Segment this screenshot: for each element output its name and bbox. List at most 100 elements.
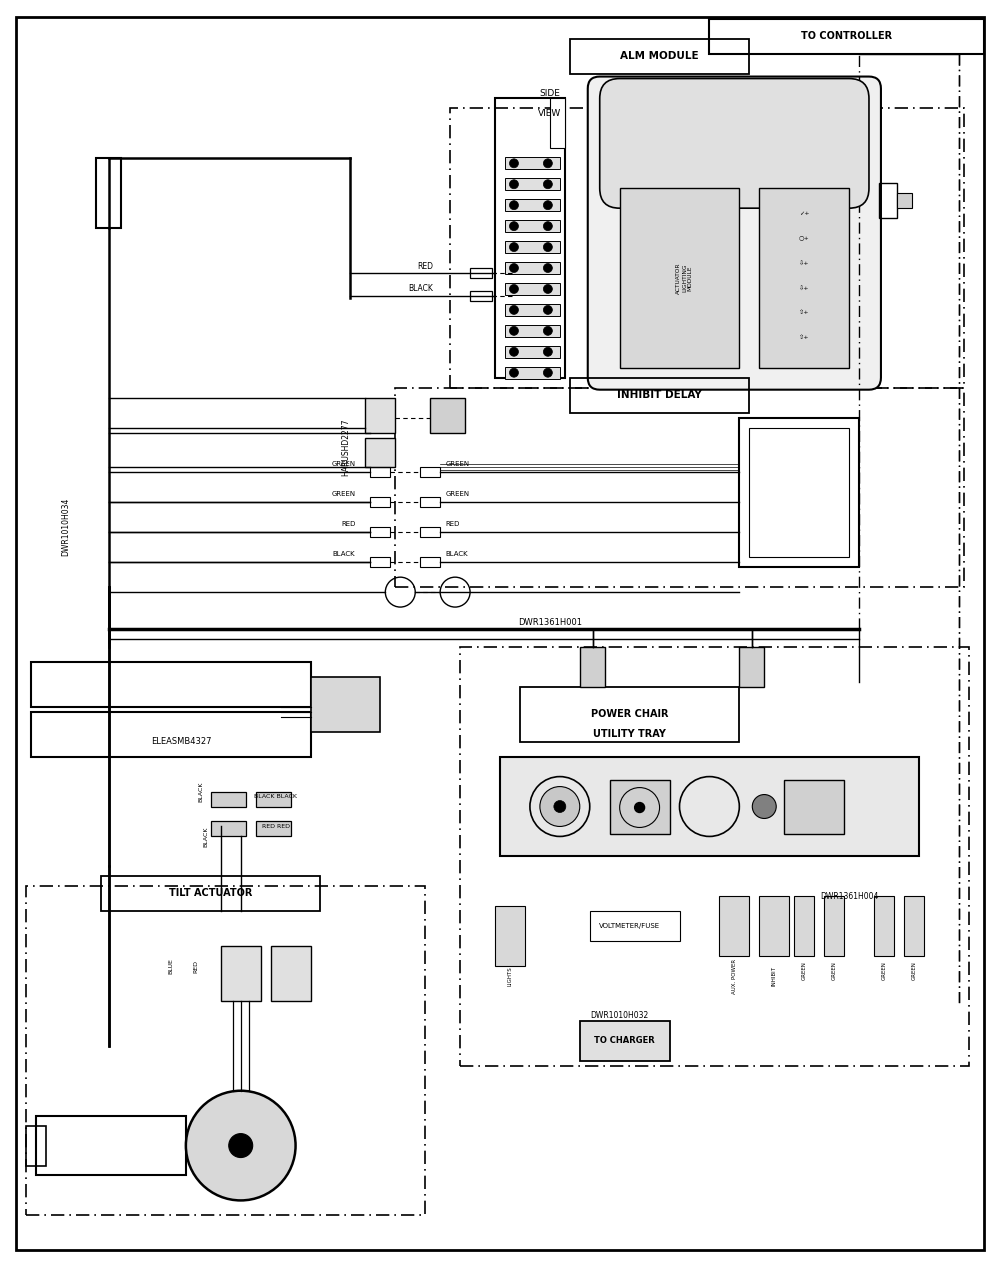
Bar xyxy=(256,792,291,807)
Bar xyxy=(505,324,560,337)
Bar xyxy=(370,527,390,537)
Bar xyxy=(96,158,121,228)
Bar xyxy=(370,557,390,568)
FancyBboxPatch shape xyxy=(600,79,869,208)
Text: DWR1361H004: DWR1361H004 xyxy=(821,892,879,901)
Circle shape xyxy=(543,305,552,314)
Bar xyxy=(470,291,492,302)
Bar xyxy=(420,527,440,537)
Text: RED RED: RED RED xyxy=(262,824,290,829)
Bar xyxy=(719,896,749,957)
Circle shape xyxy=(554,801,566,812)
Text: ALM MODULE: ALM MODULE xyxy=(620,51,699,61)
Circle shape xyxy=(509,285,518,294)
Text: BLACK BLACK: BLACK BLACK xyxy=(254,794,297,799)
Text: RED: RED xyxy=(417,261,433,271)
Bar xyxy=(500,756,919,856)
Bar xyxy=(370,498,390,507)
Bar xyxy=(739,647,764,687)
Text: TO CHARGER: TO CHARGER xyxy=(594,1036,655,1045)
Text: DWR1361H001: DWR1361H001 xyxy=(518,617,582,627)
Bar xyxy=(505,157,560,170)
Bar xyxy=(580,647,605,687)
Bar xyxy=(26,1125,46,1166)
Circle shape xyxy=(543,200,552,209)
Bar xyxy=(420,498,440,507)
Bar xyxy=(26,887,425,1215)
Text: RED: RED xyxy=(341,521,355,527)
Bar xyxy=(550,99,565,148)
Bar xyxy=(420,557,440,568)
Bar xyxy=(709,19,984,53)
Bar xyxy=(897,194,912,208)
Circle shape xyxy=(509,347,518,356)
Text: GREEN: GREEN xyxy=(832,962,837,981)
Text: TILT ACTUATOR: TILT ACTUATOR xyxy=(169,888,252,898)
Circle shape xyxy=(509,327,518,336)
Circle shape xyxy=(543,242,552,252)
Bar xyxy=(874,896,894,957)
Text: GREEN: GREEN xyxy=(445,461,469,468)
Circle shape xyxy=(509,158,518,167)
Text: ⇩+: ⇩+ xyxy=(799,285,809,290)
FancyBboxPatch shape xyxy=(588,76,881,390)
Circle shape xyxy=(543,347,552,356)
Bar xyxy=(505,304,560,315)
Text: BLACK: BLACK xyxy=(445,551,468,557)
Bar xyxy=(31,712,311,756)
Bar xyxy=(211,821,246,836)
Text: ○+: ○+ xyxy=(799,236,810,241)
Bar xyxy=(430,398,465,432)
Text: POWER CHAIR: POWER CHAIR xyxy=(591,708,668,718)
Bar xyxy=(470,269,492,277)
Bar xyxy=(420,468,440,478)
Text: GREEN: GREEN xyxy=(911,962,916,981)
Text: GREEN: GREEN xyxy=(802,962,807,981)
Text: ⇧+: ⇧+ xyxy=(799,310,809,315)
Bar xyxy=(620,189,739,367)
Circle shape xyxy=(509,305,518,314)
Circle shape xyxy=(543,369,552,378)
Bar xyxy=(311,677,380,732)
Bar xyxy=(590,911,680,941)
Text: BLUE: BLUE xyxy=(168,958,173,974)
Bar xyxy=(31,661,311,707)
Text: DWR1010H032: DWR1010H032 xyxy=(591,1011,649,1020)
Text: GREEN: GREEN xyxy=(331,492,355,498)
Bar xyxy=(395,388,964,587)
Circle shape xyxy=(543,264,552,272)
Text: ⇩+: ⇩+ xyxy=(799,261,809,266)
Bar xyxy=(520,687,739,741)
Circle shape xyxy=(509,264,518,272)
Bar xyxy=(505,366,560,379)
Bar xyxy=(365,437,395,468)
Circle shape xyxy=(752,794,776,818)
Text: RED: RED xyxy=(193,959,198,973)
Text: AUX. POWER: AUX. POWER xyxy=(732,958,737,993)
Bar xyxy=(271,946,311,1001)
Bar xyxy=(904,896,924,957)
Text: GREEN: GREEN xyxy=(445,492,469,498)
Bar xyxy=(570,378,749,413)
Text: UTILITY TRAY: UTILITY TRAY xyxy=(593,729,666,739)
Text: ✓+: ✓+ xyxy=(799,210,809,215)
Circle shape xyxy=(543,285,552,294)
Text: ACTUATOR
LIGHTING
MODULE: ACTUATOR LIGHTING MODULE xyxy=(676,262,693,294)
Text: GREEN: GREEN xyxy=(331,461,355,468)
Bar xyxy=(505,179,560,190)
Text: SIDE: SIDE xyxy=(539,89,560,98)
Circle shape xyxy=(509,242,518,252)
Circle shape xyxy=(543,158,552,167)
Text: TO CONTROLLER: TO CONTROLLER xyxy=(801,30,893,41)
Bar xyxy=(505,241,560,253)
Circle shape xyxy=(509,200,518,209)
Bar xyxy=(759,189,849,367)
Bar xyxy=(505,199,560,212)
Text: GREEN: GREEN xyxy=(881,962,886,981)
Circle shape xyxy=(509,222,518,231)
Bar xyxy=(610,779,670,835)
Text: ⇧+: ⇧+ xyxy=(799,336,809,341)
Circle shape xyxy=(186,1091,296,1200)
Bar xyxy=(794,896,814,957)
Text: INHIBIT DELAY: INHIBIT DELAY xyxy=(617,390,702,399)
